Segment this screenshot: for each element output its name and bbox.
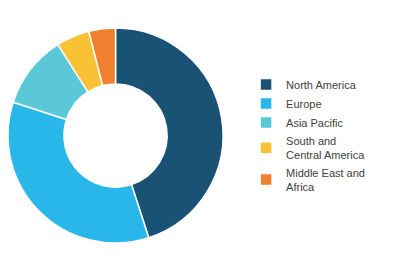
svg-text:South andCentral America: South andCentral America [286, 135, 365, 161]
svg-text:Asia Pacific: Asia Pacific [286, 117, 343, 129]
svg-text:North America: North America [286, 79, 357, 91]
svg-text:Europe: Europe [286, 98, 321, 110]
svg-text:Middle East andAfrica: Middle East andAfrica [286, 167, 365, 193]
